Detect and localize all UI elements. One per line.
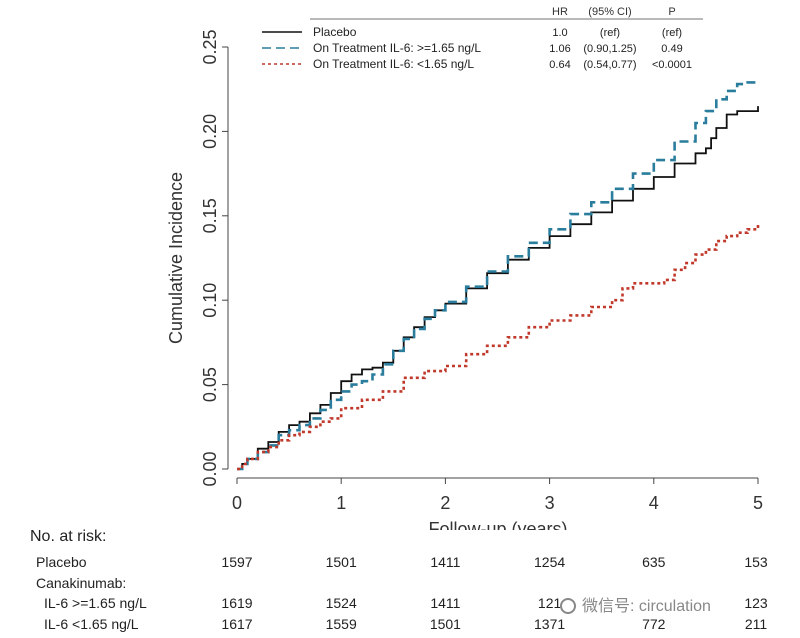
watermark: 微信号: circulation	[560, 592, 711, 616]
plot-lines	[237, 81, 760, 471]
legend-label: On Treatment IL-6: <1.65 ng/L	[313, 57, 474, 71]
risk-value: 121	[537, 595, 562, 611]
y-tick-label: 0.15	[200, 198, 220, 233]
risk-label-placebo: Placebo	[36, 554, 87, 570]
series-line-1	[237, 81, 758, 471]
risk-value: 635	[642, 554, 666, 570]
risk-value: 1501	[429, 616, 461, 632]
x-tick-label: 5	[753, 493, 763, 513]
x-tick-label: 1	[336, 493, 346, 513]
legend-stat: (ref)	[600, 27, 620, 39]
legend-stat: 0.64	[549, 59, 570, 71]
axes: 0.00 0.05 0.10 0.15 0.20 0.25 0 1 2 3 4 5 Follow-up …	[166, 29, 763, 530]
x-tick-label: 4	[649, 493, 659, 513]
series-line-2	[237, 222, 760, 471]
legend-stat: (0.90,1.25)	[583, 43, 636, 55]
y-tick-label: 0.00	[200, 451, 220, 486]
legend-header: HR	[552, 6, 568, 18]
x-axis-label: Follow-up (years)	[428, 519, 567, 530]
risk-value: 1524	[325, 595, 357, 611]
risk-label-il6-low: IL-6 <1.65 ng/L	[44, 616, 139, 632]
risk-value: 1559	[325, 616, 357, 632]
x-tick-label: 0	[232, 493, 242, 513]
x-tick-label: 2	[440, 493, 450, 513]
legend-label: Placebo	[313, 25, 357, 39]
y-tick-label: 0.10	[200, 283, 220, 318]
legend-stat: 1.06	[549, 43, 570, 55]
risk-value: 153	[744, 554, 768, 570]
risk-value: 1254	[534, 554, 566, 570]
y-tick-label: 0.05	[200, 367, 220, 402]
series-line-0	[237, 106, 759, 470]
risk-value: 211	[744, 616, 768, 632]
y-axis-label: Cumulative Incidence	[166, 172, 186, 344]
risk-value: 1411	[430, 595, 461, 611]
legend: HR (95% CI) P Placebo 1.0 (ref) (ref) On Treatm…	[262, 6, 703, 71]
legend-stat: 1.0	[552, 27, 567, 39]
legend-label: On Treatment IL-6: >=1.65 ng/L	[313, 41, 481, 55]
legend-header: P	[668, 6, 675, 18]
risk-value: 123	[744, 595, 768, 611]
risk-value: 1597	[221, 554, 253, 570]
legend-stat: (0.54,0.77)	[583, 59, 636, 71]
risk-value: 1617	[221, 616, 253, 632]
legend-stat: (ref)	[662, 27, 682, 39]
wechat-icon	[560, 598, 576, 614]
x-tick-label: 3	[545, 493, 555, 513]
risk-table-title: No. at risk:	[30, 528, 107, 545]
risk-value: 1411	[430, 554, 461, 570]
watermark-text: 微信号: circulation	[582, 598, 711, 615]
y-tick-label: 0.25	[200, 29, 220, 64]
legend-stat: <0.0001	[652, 59, 692, 71]
legend-header: (95% CI)	[588, 6, 631, 18]
y-tick-label: 0.20	[200, 114, 220, 149]
risk-value: 772	[642, 616, 666, 632]
risk-group-label: Canakinumab:	[36, 575, 127, 591]
risk-label-il6-high: IL-6 >=1.65 ng/L	[44, 595, 147, 611]
risk-value: 1501	[325, 554, 357, 570]
legend-stat: 0.49	[661, 43, 682, 55]
risk-value: 1619	[221, 595, 253, 611]
cumulative-incidence-chart: 0.00 0.05 0.10 0.15 0.20 0.25 0 1 2 3 4 5 Follow-up …	[166, 6, 763, 530]
risk-value: 1371	[534, 616, 566, 632]
